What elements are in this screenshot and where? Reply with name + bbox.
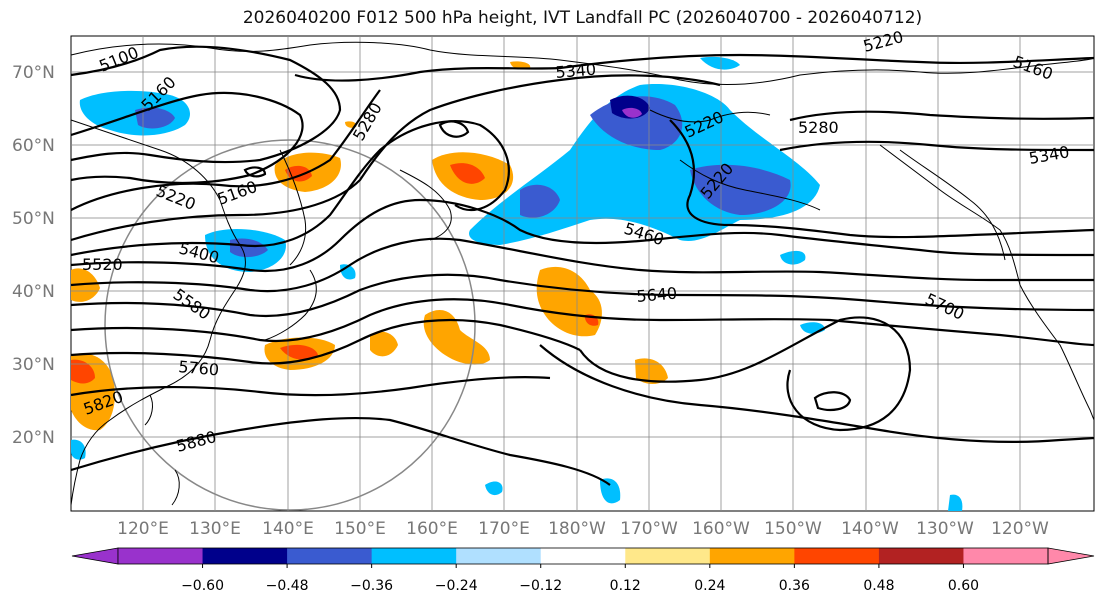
contour-label: 5340 [555,60,597,82]
lon-label: 130°W [916,519,974,539]
colorbar-tick-label: −0.60 [181,578,224,594]
latitude-labels: 70°N 60°N 50°N 40°N 30°N 20°N [12,63,55,448]
colorbar-swatch [878,548,964,564]
ivt-shading [71,56,963,511]
range-circle [104,139,476,511]
lon-label: 160°W [692,519,750,539]
colorbar-extend-low [71,547,119,565]
colorbar-tick-label: −0.12 [519,578,562,594]
lon-label: 170°W [620,519,678,539]
colorbar-swatch [456,548,542,564]
colorbar-extend-high [1047,547,1095,565]
lon-label: 150°E [334,519,386,539]
contour-label: 5640 [636,284,678,306]
colorbar-swatch [540,548,626,564]
colorbar-swatch [794,548,880,564]
colorbar-tick-label: 0.48 [863,578,894,594]
colorbar-tick-label: −0.48 [266,578,309,594]
colorbar-swatch [118,548,204,564]
lat-label: 50°N [12,209,55,229]
map-panel: 5100 5160 5280 5340 5220 5280 5340 5160 … [70,27,1095,512]
colorbar: −0.60 −0.48 −0.36 −0.24 −0.12 0.12 0.24 0.36 0.4… [71,547,1095,594]
colorbar-swatch [287,548,373,564]
colorbar-tick-label: 0.60 [948,578,979,594]
lon-label: 170°E [478,519,530,539]
contour-label: 5520 [82,255,123,274]
lon-label: 140°W [841,519,899,539]
colorbar-tick-label: −0.24 [435,578,478,594]
lat-label: 30°N [12,355,55,375]
lon-label: 180°W [548,519,606,539]
lat-label: 60°N [12,136,55,156]
colorbar-swatch [963,548,1049,564]
lon-label: 130°E [189,519,241,539]
contour-label: 5760 [178,357,220,379]
lon-label: 140°E [262,519,314,539]
contour-label: 5280 [798,118,839,137]
colorbar-swatch [709,548,795,564]
lon-label: 120°E [117,519,169,539]
lon-label: 150°W [764,519,822,539]
colorbar-swatch [202,548,288,564]
lon-label: 120°W [991,519,1049,539]
colorbar-tick-label: −0.36 [350,578,393,594]
colorbar-tick-label: 0.36 [779,578,810,594]
height-contours [70,45,1095,486]
colorbar-swatch [371,548,457,564]
map-title: 2026040200 F012 500 hPa height, IVT Land… [242,8,923,28]
lat-label: 70°N [12,63,55,83]
colorbar-tick-label: 0.12 [610,578,641,594]
colorbar-swatch [625,548,711,564]
lat-label: 40°N [12,282,55,302]
colorbar-tick-label: 0.24 [694,578,725,594]
lat-label: 20°N [12,428,55,448]
colorbar-frame [117,547,1049,565]
lon-label: 160°E [406,519,458,539]
longitude-labels: 120°E 130°E 140°E 150°E 160°E 170°E 180°… [117,519,1049,539]
